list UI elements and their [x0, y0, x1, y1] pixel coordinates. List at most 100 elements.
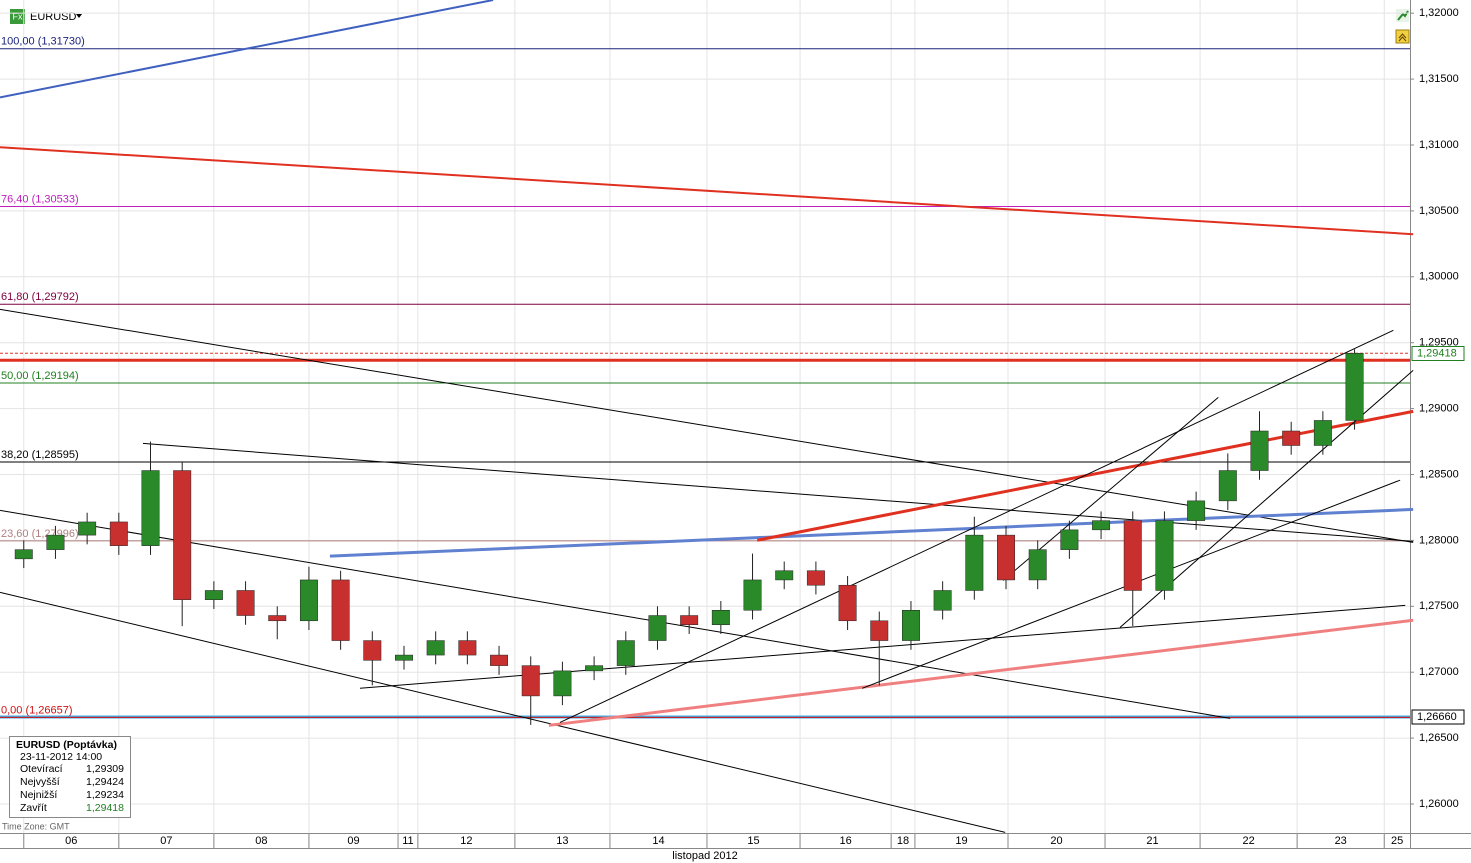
- candle-body: [838, 584, 857, 622]
- x-tick-label: 08: [255, 835, 267, 847]
- fib-label: 100,00 (1,31730): [1, 36, 85, 48]
- candle-body: [426, 640, 445, 656]
- info-value: 1,29418: [86, 802, 124, 814]
- candle-body: [1218, 470, 1237, 502]
- symbol-dropdown[interactable]: [76, 14, 82, 18]
- trend-line: [0, 0, 494, 99]
- fib-label: 50,00 (1,29194): [1, 370, 79, 382]
- fib-label: 76,40 (1,30533): [1, 193, 79, 205]
- candle-body: [236, 590, 255, 616]
- candle-body: [553, 670, 572, 697]
- x-tick-label: 19: [955, 835, 967, 847]
- candle-body: [521, 665, 540, 697]
- candle-body: [933, 590, 952, 611]
- trend-line: [0, 509, 1231, 719]
- time-zone: Time Zone: GMT: [2, 821, 70, 831]
- y-tick-label: 1,31500: [1419, 73, 1459, 85]
- candle-body: [490, 654, 509, 666]
- info-value: 1,29424: [86, 776, 124, 788]
- trend-line: [329, 507, 1414, 558]
- trend-line: [142, 442, 1414, 542]
- x-tick-label: 25: [1391, 835, 1403, 847]
- candle-body: [680, 615, 699, 626]
- drawings: [0, 0, 1414, 833]
- info-key: Nejvyšší: [20, 776, 60, 788]
- candle-body: [268, 615, 287, 622]
- info-row: Zavřít 1,29418: [16, 802, 124, 815]
- x-tick-label: 15: [747, 835, 759, 847]
- candle-body: [1282, 430, 1301, 446]
- candle-body: [1028, 549, 1047, 581]
- candle-body: [1123, 520, 1142, 591]
- candle-body: [775, 570, 794, 581]
- fib-label: 0,00 (1,26657): [1, 704, 73, 716]
- symbol[interactable]: EURUSD: [30, 11, 77, 23]
- candle-body: [648, 615, 667, 641]
- y-tick-label: 1,27500: [1419, 600, 1459, 612]
- candle-body: [806, 570, 825, 586]
- x-tick-label: 09: [347, 835, 359, 847]
- x-tick-label: 13: [556, 835, 568, 847]
- candle-body: [173, 470, 192, 600]
- levels: 100,00 (1,31730) 76,40 (1,30533) 61,80 (1,…: [0, 36, 1410, 719]
- y-tick-label: 1,26000: [1419, 798, 1459, 810]
- fx-icon-text: Fx: [13, 11, 23, 21]
- candle-body: [46, 534, 65, 550]
- candle-body: [141, 470, 160, 546]
- y-tick-label: 1,28500: [1419, 468, 1459, 480]
- info-key: Zavřít: [20, 802, 47, 814]
- candle-body: [1060, 529, 1079, 550]
- candle-body: [711, 610, 730, 626]
- x-tick-label: 06: [65, 835, 77, 847]
- x-tick-label: 12: [460, 835, 472, 847]
- y-tick-label: 1,26500: [1419, 732, 1459, 744]
- candle-body: [743, 579, 762, 611]
- info-key: Otevírací: [20, 763, 63, 775]
- fib-label: 23,60 (1,27996): [1, 528, 79, 540]
- candle-body: [1345, 352, 1364, 421]
- candle-body: [109, 521, 128, 546]
- info-date: 23-11-2012 14:00: [20, 751, 103, 763]
- x-tick-label: 16: [839, 835, 851, 847]
- fib-label: 61,80 (1,29792): [1, 291, 79, 303]
- candle-body: [204, 590, 223, 600]
- price-label: 1,29418: [1417, 347, 1457, 359]
- candle-body: [395, 654, 413, 661]
- x-tick-label: 18: [897, 835, 909, 847]
- info-title: EURUSD (Poptávka): [16, 739, 117, 751]
- trend-line: [559, 329, 1394, 723]
- price-label-box: [1411, 709, 1465, 725]
- trend-line: [0, 591, 1006, 833]
- candle-body: [331, 579, 350, 641]
- price-label-box: [1411, 345, 1465, 361]
- x-tick-label: 11: [402, 835, 413, 847]
- candle-body: [997, 534, 1015, 581]
- y-tick-label: 1,28000: [1419, 534, 1459, 546]
- info-row: Nejvyšší 1,29424: [16, 776, 124, 789]
- x-tick-label: 22: [1242, 835, 1254, 847]
- info-value: 1,29234: [86, 789, 124, 801]
- y-tick-label: 1,30500: [1419, 205, 1459, 217]
- x-tick-label: 23: [1335, 835, 1347, 847]
- trend-line: [0, 146, 1414, 236]
- candle-body: [1313, 420, 1332, 446]
- candle-body: [965, 534, 984, 591]
- info-rows: Otevírací 1,29309 Nejvyšší 1,29424 Nejnižší 1…: [16, 763, 124, 815]
- y-tick-label: 1,27000: [1419, 666, 1459, 678]
- candle-body: [458, 640, 477, 656]
- y-tick-label: 1,29500: [1419, 337, 1459, 349]
- grid: [0, 0, 1410, 848]
- axes: 1,26000 1,26500 1,27000 1,27500 1,28000 1,285…: [23, 7, 1465, 848]
- y-tick-label: 1,31000: [1419, 139, 1459, 151]
- candle-body: [616, 640, 635, 666]
- candle-body: [1092, 520, 1111, 531]
- candle-body: [585, 665, 604, 672]
- info-value: 1,29309: [86, 763, 124, 775]
- x-axis-label: listopad 2012: [672, 850, 737, 862]
- candle-body: [1187, 500, 1206, 521]
- candle-body: [363, 640, 382, 661]
- candle-body: [299, 579, 318, 622]
- candle-body: [901, 610, 920, 641]
